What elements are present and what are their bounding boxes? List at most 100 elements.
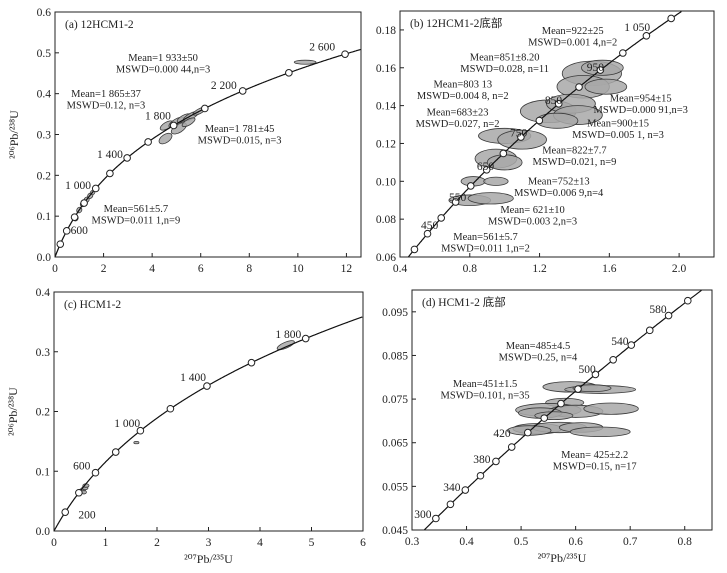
age-label: 2 600 [309, 42, 335, 54]
age-marker [524, 428, 532, 437]
error-ellipse [293, 59, 317, 65]
x-tick-label: 0.5 [514, 536, 529, 548]
age-label: 600 [73, 460, 91, 472]
y-tick-label: 0.4 [37, 89, 52, 101]
age-marker [517, 133, 525, 141]
y-tick-label: 0.085 [382, 350, 408, 362]
y-tick-label: 0.08 [376, 214, 396, 226]
x-tick-label: 1.6 [602, 263, 617, 275]
panel-b: 0.4 0.8 1.2 1.6 2.0 0.06 0.08 0.10 0.12 0.14 0.16 0… [376, 10, 715, 275]
panel-c: 0 1 2 3 4 5 6 0.0 0.1 0.2 0.3 0.4 ²⁰⁷Pb/²³⁵U ²⁰⁶Pb/²³… [6, 287, 366, 566]
age-marker [91, 184, 100, 193]
plot-area [54, 316, 363, 531]
mean-age-annotation: Mean=561±5.7 [104, 204, 168, 215]
mean-age-annotation: Mean=803 13 [433, 80, 492, 91]
age-marker [123, 154, 131, 162]
y-tick-label: 0.6 [37, 7, 52, 19]
age-marker [169, 121, 178, 130]
age-marker [80, 199, 88, 207]
age-label: 540 [611, 336, 629, 348]
age-marker [247, 358, 256, 367]
y-axis-label: ²⁰⁶Pb/²³⁸U [7, 110, 21, 159]
mean-age-annotation: Mean=900±15 [587, 119, 649, 130]
age-marker [451, 198, 460, 206]
age-label: 650 [477, 161, 495, 173]
age-marker [432, 514, 440, 523]
age-marker [75, 488, 83, 497]
x-tick-label: 2 [154, 537, 160, 549]
error-ellipse [467, 192, 514, 205]
y-tick-label: 0.2 [36, 407, 51, 419]
mean-age-annotation: Mean=752±13 [528, 176, 590, 187]
age-marker [596, 66, 605, 74]
error-ellipse [583, 402, 639, 415]
age-marker [341, 50, 349, 58]
age-marker [203, 382, 211, 390]
age-label: 850 [545, 95, 563, 107]
age-label: 2 200 [211, 80, 237, 92]
y-tick-label: 0.0 [37, 252, 52, 264]
x-tick-label: 1.2 [532, 263, 547, 275]
mean-age-annotation: Mean= 621±10 [500, 205, 564, 216]
mswd-annotation: MSWD=0.15, n=17 [553, 462, 637, 473]
plot-area [55, 48, 361, 257]
age-marker [642, 31, 651, 40]
error-ellipse [181, 117, 196, 128]
plot-area [407, 11, 682, 257]
age-marker [540, 414, 549, 422]
y-tick-label: 0.12 [376, 138, 396, 150]
x-tick-label: 3 [206, 537, 212, 549]
age-marker [70, 213, 79, 221]
age-label: 1 400 [180, 372, 206, 384]
mean-age-annotation: Mean=1 865±37 [71, 89, 141, 100]
age-label: 300 [414, 509, 432, 521]
age-marker [535, 116, 544, 125]
error-ellipse [276, 340, 295, 351]
age-label: 380 [473, 454, 491, 466]
plot-area [423, 290, 702, 530]
plot-frame [399, 10, 715, 258]
x-tick-label: 6 [198, 263, 204, 275]
mean-age-annotation: Mean=1 933±50 [128, 53, 198, 64]
error-ellipse [569, 426, 631, 438]
mswd-annotation: MSWD=0.12, n=3 [67, 100, 146, 111]
age-label: 450 [421, 220, 439, 232]
age-marker [144, 138, 152, 146]
mean-age-annotation: Mean=822±7.7 [542, 146, 606, 157]
x-tick-label: 0.6 [568, 536, 583, 548]
age-marker [645, 326, 654, 335]
age-label: 420 [493, 428, 511, 440]
x-tick-label: 8 [246, 263, 252, 275]
age-marker [575, 83, 583, 91]
age-marker [446, 500, 455, 509]
panel-a: 0 2 4 6 8 10 12 0.0 0.1 0.2 0.3 0.4 0.5 0.6 ²⁰⁶Pb/²³⁸U… [7, 7, 362, 275]
y-tick-label: 0.045 [382, 525, 408, 537]
age-marker [91, 468, 100, 477]
x-tick-label: 0.7 [623, 536, 638, 548]
age-label: 1 050 [624, 22, 650, 34]
y-tick-label: 0.3 [36, 347, 51, 359]
y-tick-label: 0.16 [376, 63, 396, 75]
age-label: 340 [443, 482, 461, 494]
mean-age-annotation: Mean=1 781±45 [205, 124, 275, 135]
mswd-annotation: MSWD=0.011 1,n=2 [441, 244, 530, 255]
age-marker [136, 426, 145, 435]
mean-age-annotation: Mean=954±15 [610, 94, 672, 105]
x-axis-label: ²⁰⁷Pb/²³⁵U [184, 552, 233, 566]
age-marker [461, 486, 470, 494]
y-tick-label: 0.14 [376, 101, 396, 113]
age-label: 950 [587, 62, 605, 74]
x-tick-label: 0.8 [678, 536, 693, 548]
x-tick-label: 4 [257, 537, 263, 549]
age-label: 1 800 [275, 329, 301, 341]
age-marker [664, 311, 673, 320]
age-marker [437, 214, 446, 222]
mswd-annotation: MSWD=0.25, n=4 [499, 352, 578, 363]
x-tick-label: 0.8 [463, 263, 478, 275]
age-marker [557, 399, 565, 408]
age-marker [492, 457, 500, 466]
panel-title: (d) HCM1-2 底部 [422, 295, 506, 309]
mswd-annotation: MSWD=0.021, n=9 [532, 157, 616, 168]
age-marker [166, 404, 175, 413]
